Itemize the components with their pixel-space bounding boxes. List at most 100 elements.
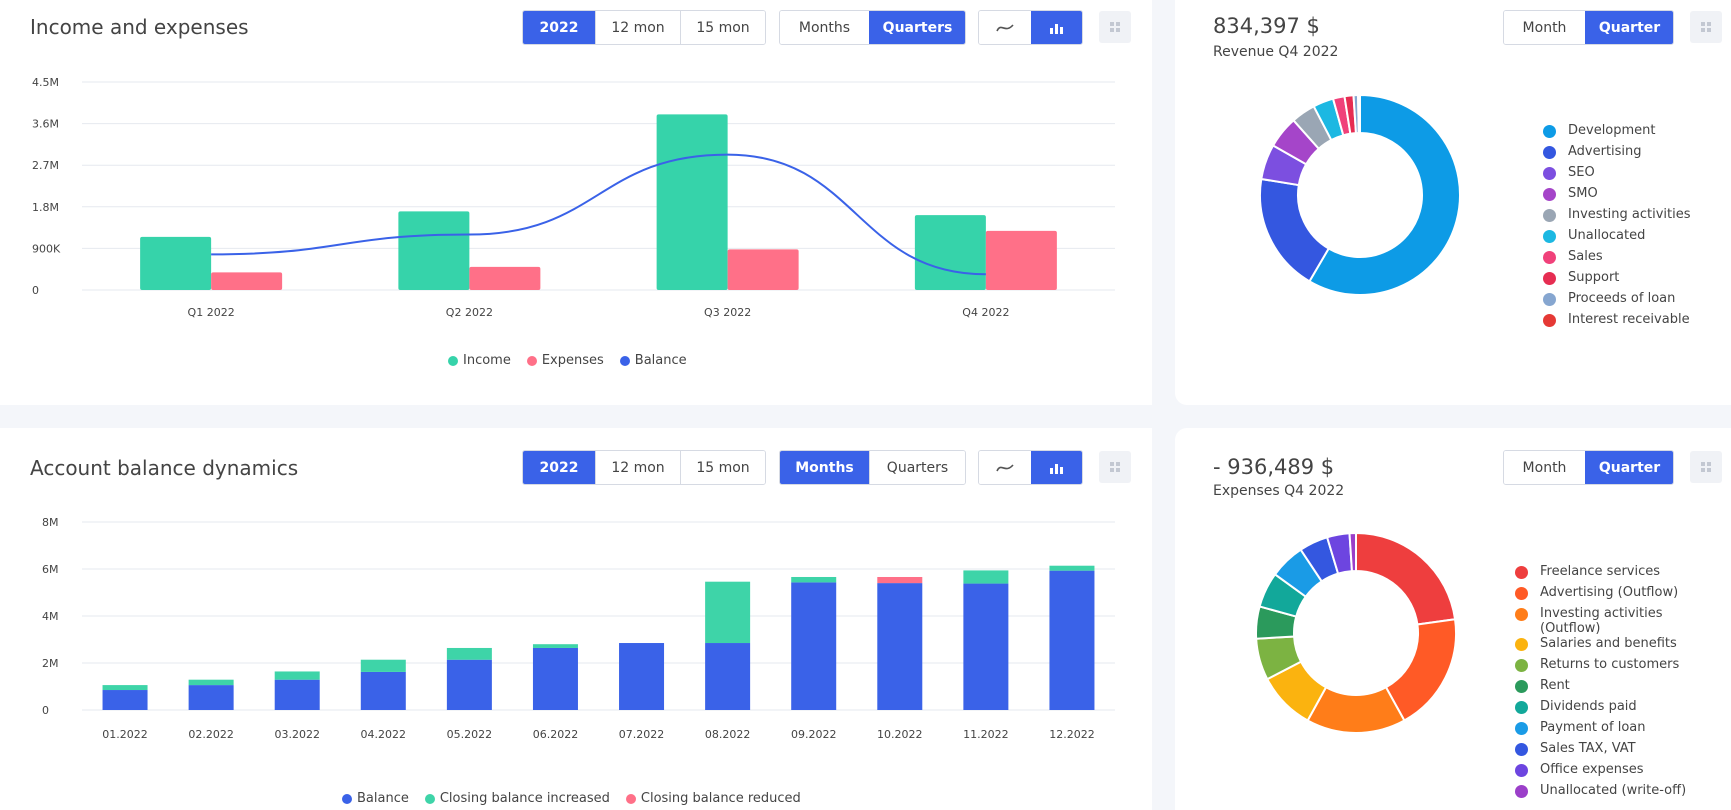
quarters-button[interactable]: Quarters (869, 11, 965, 44)
bar-segment (532, 647, 578, 710)
legend-label: Salaries and benefits (1540, 636, 1677, 651)
bar-segment (274, 679, 320, 710)
bar-segment (446, 659, 492, 710)
legend-item[interactable]: Proceeds of loan (1543, 291, 1723, 312)
legend-item[interactable]: Freelance services (1515, 564, 1695, 585)
x-tick-label: 03.2022 (274, 728, 320, 741)
x-tick-label: 08.2022 (705, 728, 751, 741)
legend-label: Office expenses (1540, 762, 1644, 777)
line-chart-button[interactable] (979, 451, 1031, 484)
y-tick-label: 4M (42, 610, 59, 623)
legend-item[interactable]: Salaries and benefits (1515, 636, 1695, 657)
period-12mon-button[interactable]: 12 mon (595, 451, 680, 484)
expenses-period-selector: Month Quarter (1503, 450, 1674, 485)
months-button[interactable]: Months (780, 451, 869, 484)
month-button[interactable]: Month (1504, 11, 1585, 44)
period-15mon-button[interactable]: 15 mon (680, 451, 765, 484)
legend-item[interactable]: Investing activities (Outflow) (1515, 606, 1695, 636)
legend-dot (1543, 209, 1556, 222)
period-2022-button[interactable]: 2022 (523, 451, 595, 484)
bar-segment (102, 685, 148, 691)
bar-segment (360, 671, 406, 710)
legend-label: Interest receivable (1568, 312, 1690, 327)
bar-segment (188, 685, 234, 710)
legend-item-expenses[interactable]: Expenses (526, 353, 604, 368)
bar-expenses (469, 266, 541, 290)
legend-item[interactable]: Advertising (1543, 144, 1723, 165)
y-tick-label: 2.7M (32, 159, 59, 172)
y-tick-label: 0 (32, 284, 39, 297)
revenue-subtitle: Revenue Q4 2022 (1213, 44, 1339, 60)
bar-income (656, 114, 728, 290)
period-15mon-button[interactable]: 15 mon (680, 11, 765, 44)
card-menu-button[interactable] (1099, 451, 1131, 483)
legend-dot (1515, 743, 1528, 756)
legend-item-balance[interactable]: Balance (342, 791, 409, 806)
legend-item[interactable]: Interest receivable (1543, 312, 1723, 333)
legend-dot (1515, 659, 1528, 672)
chart-type-selector (978, 10, 1083, 45)
legend-dot (1543, 293, 1556, 306)
bar-chart-button[interactable] (1031, 451, 1082, 484)
legend-item-reduced[interactable]: Closing balance reduced (625, 791, 801, 806)
legend-item-increased[interactable]: Closing balance increased (424, 791, 610, 806)
x-tick-label: 06.2022 (533, 728, 579, 741)
legend-item[interactable]: Support (1543, 270, 1723, 291)
revenue-card: 834,397 $ Revenue Q4 2022 Month Quarter … (1175, 0, 1731, 405)
bar-chart-button[interactable] (1031, 11, 1082, 44)
legend-dot (1515, 722, 1528, 735)
period-12mon-button[interactable]: 12 mon (595, 11, 680, 44)
legend-item[interactable]: Unallocated (write-off) (1515, 783, 1695, 804)
legend-label: Closing balance increased (439, 791, 610, 806)
month-button[interactable]: Month (1504, 451, 1585, 484)
bar-segment (1049, 565, 1095, 571)
bar-segment (963, 570, 1009, 584)
legend-label: Unallocated (write-off) (1540, 783, 1687, 798)
legend-item[interactable]: Sales TAX, VAT (1515, 741, 1695, 762)
legend-item[interactable]: Unallocated (1543, 228, 1723, 249)
x-tick-label: Q2 2022 (446, 306, 493, 319)
x-tick-label: 04.2022 (361, 728, 407, 741)
legend-item[interactable]: Returns to customers (1515, 657, 1695, 678)
revenue-amount: 834,397 $ (1213, 14, 1320, 38)
card-menu-button[interactable] (1690, 451, 1722, 483)
legend-item-income[interactable]: Income (448, 353, 511, 368)
period-2022-button[interactable]: 2022 (523, 11, 595, 44)
quarter-button[interactable]: Quarter (1585, 11, 1673, 44)
x-tick-label: Q1 2022 (188, 306, 235, 319)
card-title: Income and expenses (30, 15, 249, 39)
legend-label: Development (1568, 123, 1656, 138)
legend-item[interactable]: Development (1543, 123, 1723, 144)
line-chart-button[interactable] (979, 11, 1031, 44)
card-menu-button[interactable] (1099, 11, 1131, 43)
legend-item[interactable]: Dividends paid (1515, 699, 1695, 720)
bar-income (398, 211, 470, 290)
months-button[interactable]: Months (780, 11, 869, 44)
legend-label: Dividends paid (1540, 699, 1637, 714)
revenue-legend: Development Advertising SEO SMO Investing ac… (1543, 123, 1723, 333)
x-tick-label: 02.2022 (188, 728, 234, 741)
quarter-button[interactable]: Quarter (1585, 451, 1673, 484)
bar-income (140, 236, 212, 290)
legend-item[interactable]: Rent (1515, 678, 1695, 699)
granularity-selector: Months Quarters (779, 450, 966, 485)
legend-dot (1515, 608, 1528, 621)
bar-segment (705, 581, 751, 644)
legend-dot (342, 793, 352, 804)
legend-item[interactable]: Advertising (Outflow) (1515, 585, 1695, 606)
legend-item[interactable]: Sales (1543, 249, 1723, 270)
period-selector: 2022 12 mon 15 mon (522, 450, 766, 485)
card-menu-button[interactable] (1690, 11, 1722, 43)
legend-item-balance[interactable]: Balance (619, 353, 687, 368)
legend-item[interactable]: Payment of loan (1515, 720, 1695, 741)
chart-type-selector (978, 450, 1083, 485)
x-tick-label: Q4 2022 (962, 306, 1009, 319)
y-tick-label: 4.5M (32, 76, 59, 89)
legend-item[interactable]: SMO (1543, 186, 1723, 207)
legend-item[interactable]: Office expenses (1515, 762, 1695, 783)
quarters-button[interactable]: Quarters (869, 451, 965, 484)
bar-segment (446, 647, 492, 660)
legend-item[interactable]: Investing activities (1543, 207, 1723, 228)
bar-expenses (985, 230, 1057, 290)
legend-item[interactable]: SEO (1543, 165, 1723, 186)
